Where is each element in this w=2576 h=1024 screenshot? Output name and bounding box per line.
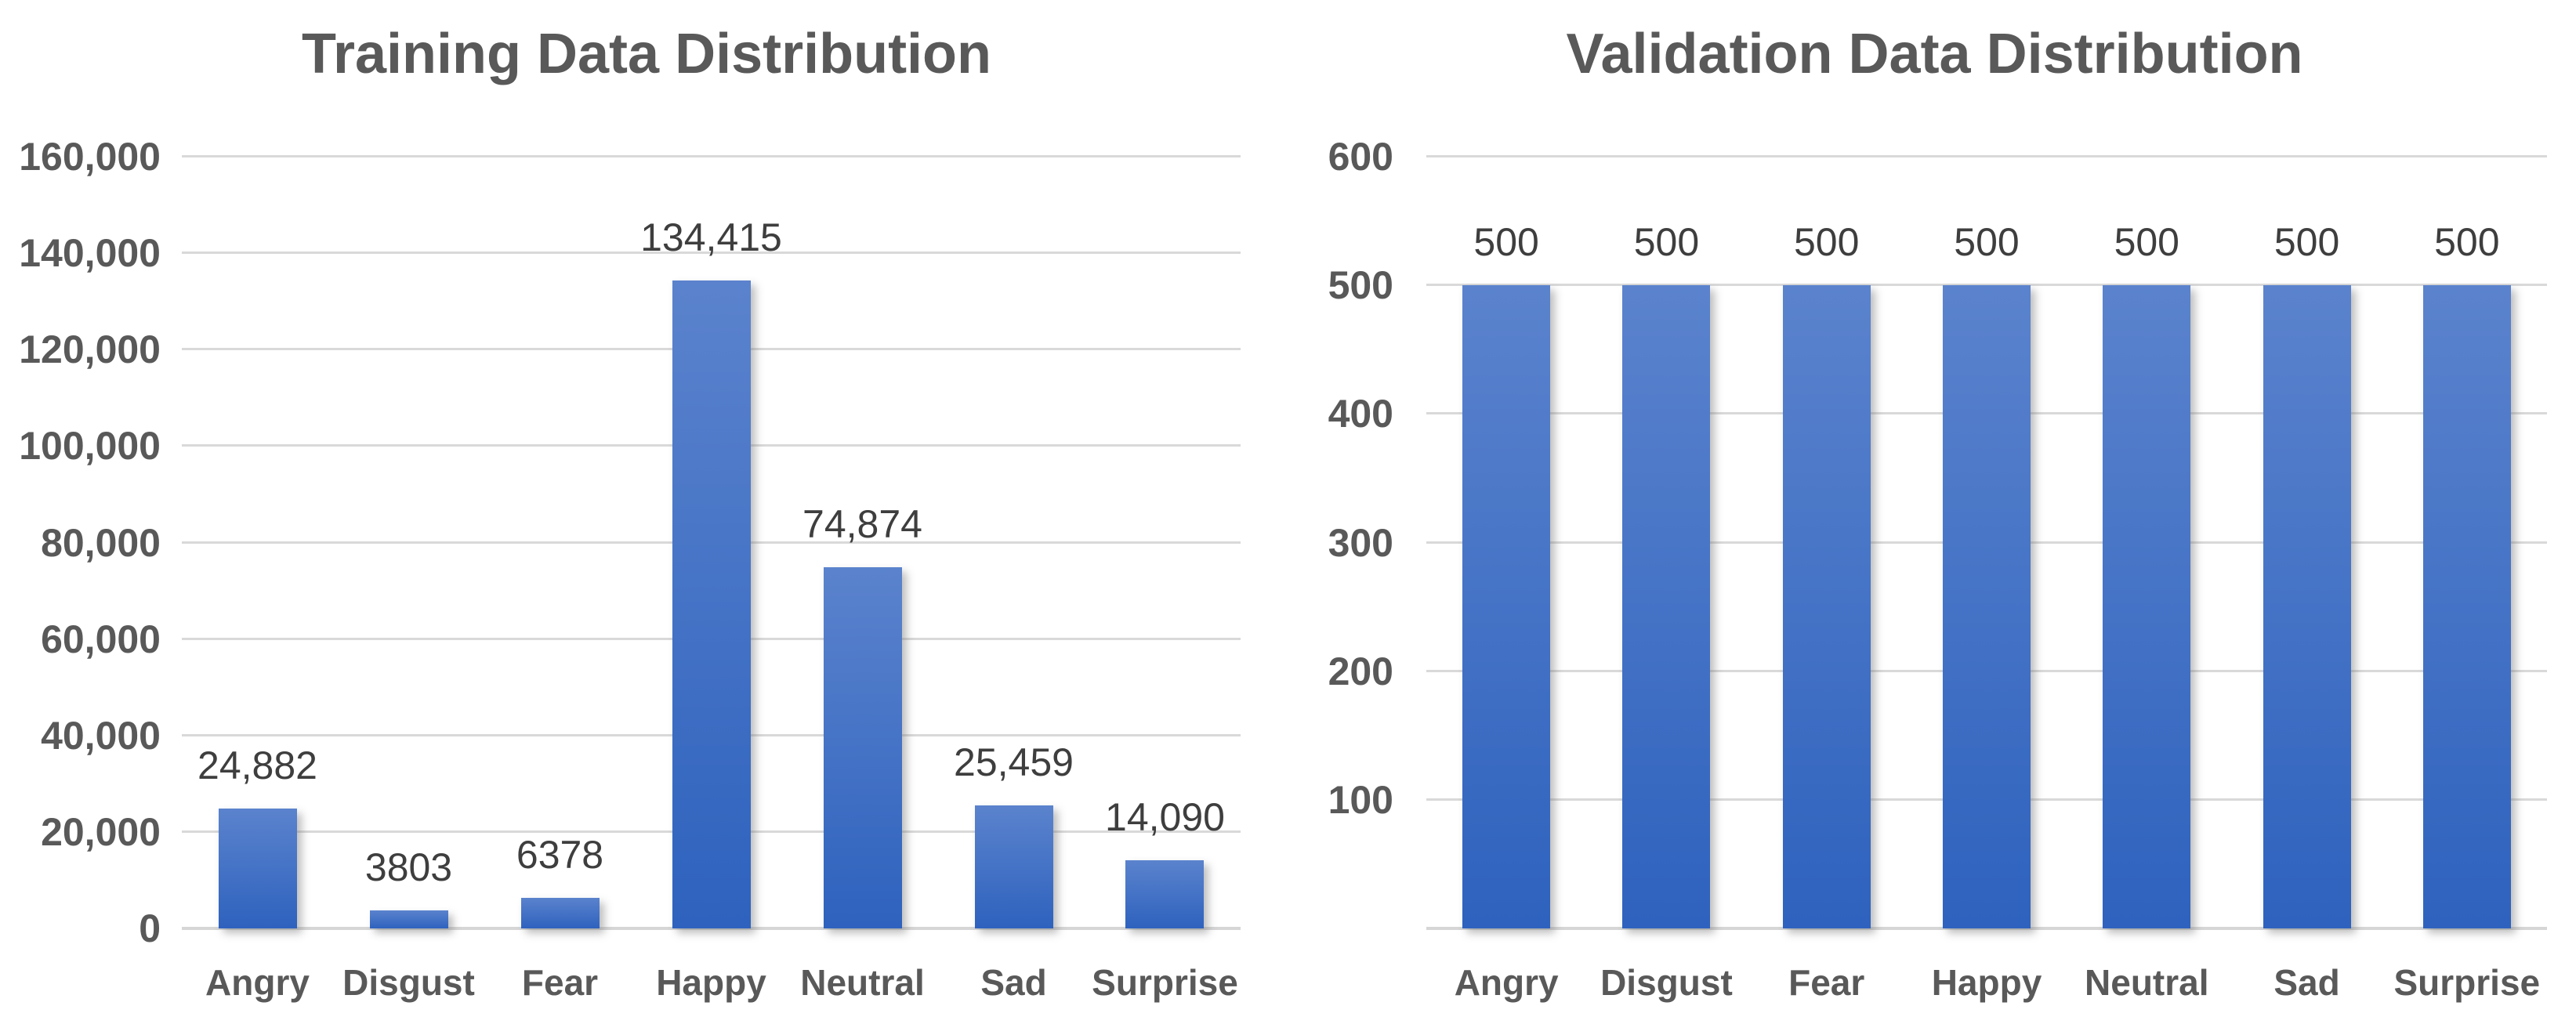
y-axis-tick-label: 160,000 [19, 135, 161, 179]
bar-sad [2263, 285, 2351, 928]
y-axis-tick-label: 200 [1328, 649, 1393, 693]
training-data-chart: Training Data Distribution 160,000 140,00… [0, 23, 1241, 1011]
x-axis-line [182, 927, 1241, 930]
y-axis-tick-label: 40,000 [41, 713, 161, 758]
validation-data-chart: Validation Data Distribution 600 500 400 30… [1293, 0, 2576, 1024]
bar-happy [672, 280, 751, 928]
y-axis-tick-label: 100 [1328, 777, 1393, 822]
bar-value-label: 500 [1954, 220, 2020, 265]
x-axis-category-label: Fear [1788, 962, 1865, 1003]
bar-sad [974, 805, 1053, 928]
bar-fear [520, 897, 600, 928]
training-x-axis: Angry Disgust Fear Happy Neutral Sad Surprise [182, 954, 1241, 1011]
x-axis-category-label: Angry [1454, 962, 1559, 1003]
gridline [182, 251, 1241, 255]
bar-neutral [823, 567, 902, 928]
x-axis-category-label: Sad [2273, 962, 2340, 1003]
y-axis-tick-label: 80,000 [41, 520, 161, 565]
y-axis-tick-label: 100,000 [19, 424, 161, 469]
x-axis-category-label: Disgust [1600, 962, 1733, 1003]
bar-value-label: 14,090 [1105, 795, 1225, 840]
bar-value-label: 500 [2434, 220, 2500, 265]
training-chart-title: Training Data Distribution [301, 23, 992, 85]
validation-plot-area: 500 500 500 500 500 500 500 [1426, 155, 2547, 930]
bar-angry [1462, 285, 1551, 928]
bar-value-label: 3803 [364, 845, 453, 889]
gridline [1426, 284, 2547, 287]
bar-value-label: 500 [1473, 220, 1539, 265]
bar-value-label: 25,459 [954, 740, 1074, 785]
bar-angry [218, 808, 297, 928]
gridline [182, 155, 1241, 157]
bar-value-label: 500 [2114, 220, 2179, 265]
x-axis-line [1426, 927, 2547, 930]
y-axis-tick-label: 300 [1328, 520, 1393, 565]
y-axis-tick-label: 140,000 [19, 231, 161, 276]
bar-value-label: 6378 [516, 832, 604, 877]
x-axis-category-label: Sad [980, 962, 1047, 1003]
training-y-axis: 160,000 140,000 120,000 100,000 80,000 60,000… [0, 135, 161, 950]
bar-surprise [2422, 285, 2511, 928]
y-axis-tick-label: 400 [1328, 392, 1393, 436]
bar-disgust [369, 910, 448, 928]
bar-fear [1782, 285, 1871, 928]
x-axis-category-label: Neutral [2085, 962, 2209, 1003]
x-axis-category-label: Happy [1931, 962, 2042, 1003]
y-axis-tick-label: 20,000 [41, 809, 161, 854]
y-axis-tick-label: 500 [1328, 263, 1393, 308]
gridline [1426, 155, 2547, 157]
x-axis-category-label: Disgust [342, 962, 475, 1003]
x-axis-category-label: Surprise [1092, 962, 1238, 1003]
x-axis-category-label: Neutral [800, 962, 925, 1003]
bar-value-label: 24,882 [197, 743, 317, 787]
x-axis-category-label: Angry [205, 962, 310, 1003]
validation-x-axis: Angry Disgust Fear Happy Neutral Sad Surprise [1426, 954, 2547, 1011]
training-plot-area: 24,882 3803 6378 134,415 74,874 25,459 14,090 [182, 155, 1241, 930]
bar-value-label: 500 [1633, 220, 1700, 265]
bar-neutral [2103, 285, 2191, 928]
bar-disgust [1622, 285, 1711, 928]
bar-surprise [1125, 860, 1205, 928]
validation-y-axis: 600 500 400 300 200 100 [1293, 135, 1393, 928]
bar-value-label: 74,874 [803, 502, 922, 547]
bar-value-label: 500 [1793, 220, 1860, 265]
bar-value-label: 500 [2273, 220, 2340, 265]
bar-happy [1943, 285, 2031, 928]
y-axis-tick-label: 600 [1328, 135, 1393, 179]
x-axis-category-label: Happy [656, 962, 766, 1003]
x-axis-category-label: Fear [521, 962, 599, 1003]
y-axis-tick-label: 60,000 [41, 617, 161, 661]
y-axis-tick-label: 120,000 [19, 327, 161, 372]
x-axis-category-label: Surprise [2393, 962, 2541, 1003]
y-axis-tick-label: 0 [139, 906, 161, 950]
validation-chart-title: Validation Data Distribution [1566, 23, 2303, 85]
bar-value-label: 134,415 [640, 215, 782, 259]
